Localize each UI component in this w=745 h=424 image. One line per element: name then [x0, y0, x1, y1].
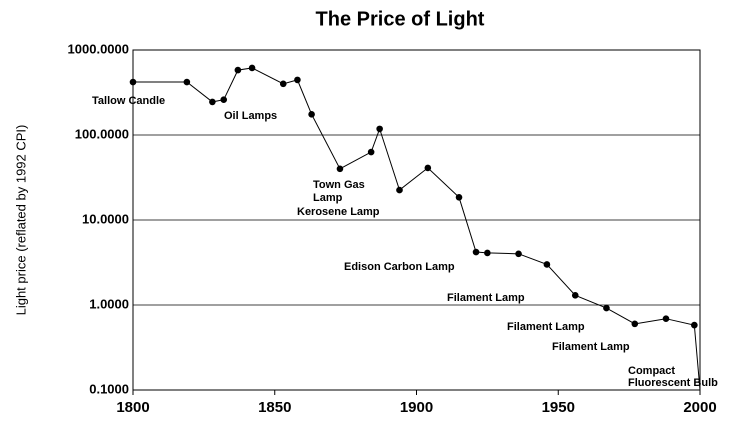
annotation: Filament Lamp [507, 321, 585, 333]
data-point [336, 165, 344, 173]
data-point [455, 193, 463, 201]
annotation: Town Gas [313, 179, 365, 191]
annotation: Lamp [313, 192, 343, 204]
data-point [662, 315, 670, 322]
y-tick-label: 0.1000 [89, 381, 129, 396]
data-point [472, 248, 480, 256]
data-point [294, 76, 301, 84]
data-point [209, 98, 216, 106]
data-point [515, 250, 522, 258]
y-tick-label: 100.0000 [75, 126, 129, 141]
y-tick-label: 1000.0000 [68, 41, 129, 56]
chart-title: The Price of Light [316, 8, 485, 30]
data-point [376, 125, 383, 133]
x-tick-label: 1800 [116, 399, 149, 416]
data-point [248, 64, 256, 72]
data-point [603, 304, 610, 312]
data-point [543, 261, 551, 268]
data-point [183, 78, 191, 86]
data-point [396, 186, 403, 194]
data-point [424, 164, 432, 172]
x-tick-label: 1950 [542, 399, 575, 416]
data-point [220, 96, 228, 104]
annotation: Edison Carbon Lamp [344, 261, 455, 273]
annotation: Kerosene Lamp [297, 206, 380, 218]
annotation: Fluorescent Bulb [628, 377, 718, 389]
data-point [279, 80, 287, 88]
x-tick-label: 2000 [683, 399, 716, 416]
annotation: Filament Lamp [447, 292, 525, 304]
x-tick-label: 1850 [258, 399, 291, 416]
data-point [484, 249, 491, 257]
data-point [691, 321, 698, 329]
data-point [308, 111, 315, 118]
data-point [129, 78, 137, 86]
annotation: Oil Lamps [224, 110, 277, 122]
y-axis-label: Light price (reflated by 1992 CPI) [13, 125, 28, 316]
data-point [631, 320, 639, 328]
annotation: Compact [628, 365, 675, 377]
data-point [234, 66, 242, 74]
data-point [571, 292, 579, 299]
data-point [367, 148, 375, 156]
annotation: Filament Lamp [552, 341, 630, 353]
x-tick-label: 1900 [400, 399, 433, 416]
y-tick-label: 1.0000 [89, 296, 129, 311]
annotation: Tallow Candle [92, 95, 165, 107]
y-tick-label: 10.0000 [82, 211, 129, 226]
